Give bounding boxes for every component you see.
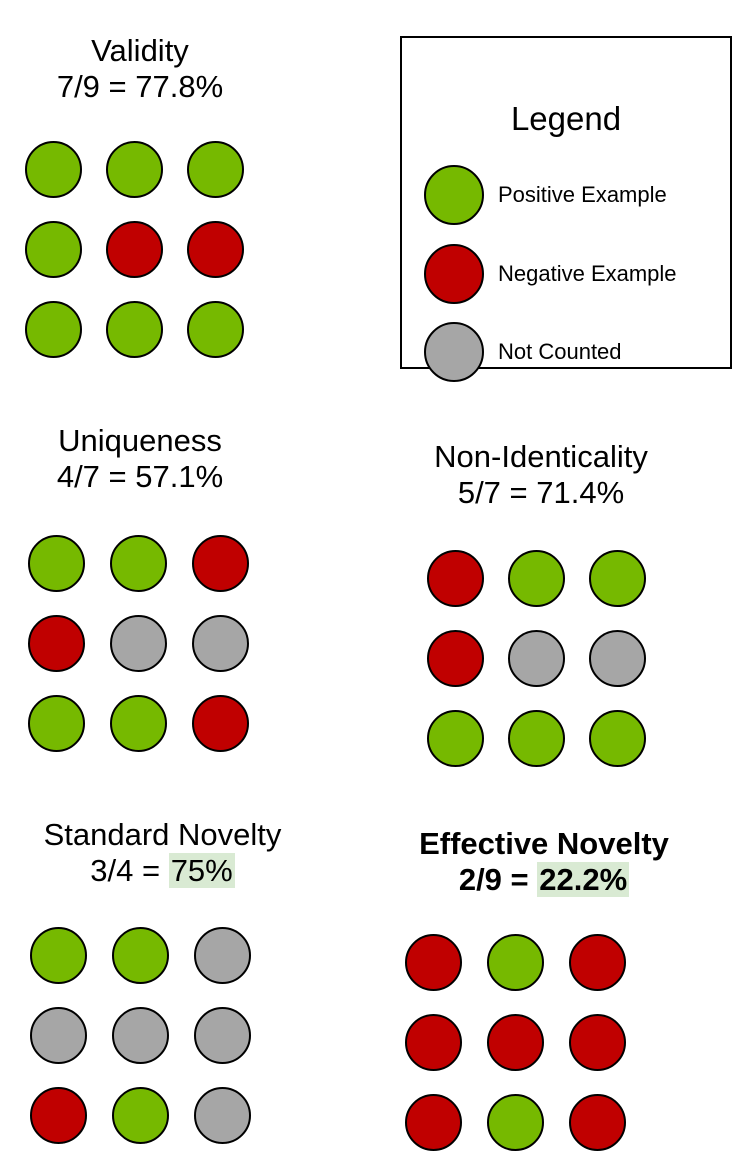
effective-novelty-circle-r1c3-negative [569, 934, 626, 991]
non-identicality-circle-r1c3-positive [589, 550, 646, 607]
non-identicality-circle-r2c3-neutral [589, 630, 646, 687]
not-counted-swatch [424, 322, 484, 382]
non-identicality-circle-r3c1-positive [427, 710, 484, 767]
uniqueness-circle-r3c1-positive [28, 695, 85, 752]
non-identicality-circle-r2c1-negative [427, 630, 484, 687]
effective-novelty-circle-r1c1-negative [405, 934, 462, 991]
non-identicality-circle-r3c2-positive [508, 710, 565, 767]
standard-novelty-title: Standard Novelty 3/4 = 75% [15, 817, 310, 889]
non-identicality-name: Non-Identicality [434, 439, 648, 474]
legend-item-not-counted: Not Counted [424, 322, 622, 382]
standard-novelty-circle-r2c1-neutral [30, 1007, 87, 1064]
negative-example-swatch [424, 244, 484, 304]
legend-label-positive: Positive Example [498, 182, 667, 207]
legend-item-positive: Positive Example [424, 165, 667, 225]
standard-novelty-circle-r1c3-neutral [194, 927, 251, 984]
validity-name: Validity [91, 33, 189, 68]
uniqueness-circle-r2c3-neutral [192, 615, 249, 672]
uniqueness-name: Uniqueness [58, 423, 222, 458]
validity-circle-r2c2-negative [106, 221, 163, 278]
non-identicality-title: Non-Identicality 5/7 = 71.4% [410, 439, 672, 511]
standard-novelty-formula: 3/4 = 75% [15, 853, 310, 889]
validity-circle-r3c1-positive [25, 301, 82, 358]
effective-novelty-circle-r1c2-positive [487, 934, 544, 991]
uniqueness-circle-r2c2-neutral [110, 615, 167, 672]
standard-novelty-circle-r2c3-neutral [194, 1007, 251, 1064]
validity-circle-r1c2-positive [106, 141, 163, 198]
uniqueness-circle-r3c2-positive [110, 695, 167, 752]
uniqueness-formula: 4/7 = 57.1% [56, 459, 224, 494]
effective-novelty-circle-r2c1-negative [405, 1014, 462, 1071]
non-identicality-circle-r1c1-negative [427, 550, 484, 607]
standard-novelty-circle-r3c2-positive [112, 1087, 169, 1144]
validity-circle-r2c3-negative [187, 221, 244, 278]
uniqueness-circle-r3c3-negative [192, 695, 249, 752]
effective-novelty-circle-r2c3-negative [569, 1014, 626, 1071]
legend-label-not-counted: Not Counted [498, 339, 622, 364]
effective-novelty-circle-r3c1-negative [405, 1094, 462, 1151]
uniqueness-circle-r2c1-negative [28, 615, 85, 672]
effective-novelty-circle-r2c2-negative [487, 1014, 544, 1071]
effective-novelty-formula: 2/9 = 22.2% [398, 862, 690, 898]
uniqueness-circle-r1c1-positive [28, 535, 85, 592]
effective-novelty-name: Effective Novelty [419, 826, 669, 861]
non-identicality-circle-r2c2-neutral [508, 630, 565, 687]
standard-novelty-value: 75% [168, 853, 235, 888]
standard-novelty-circle-r1c1-positive [30, 927, 87, 984]
uniqueness-circle-r1c2-positive [110, 535, 167, 592]
validity-circle-r1c1-positive [25, 141, 82, 198]
non-identicality-circle-r1c2-positive [508, 550, 565, 607]
effective-novelty-circle-r3c2-positive [487, 1094, 544, 1151]
standard-novelty-circle-r3c3-neutral [194, 1087, 251, 1144]
standard-novelty-circle-r1c2-positive [112, 927, 169, 984]
validity-formula: 7/9 = 77.8% [56, 69, 224, 104]
validity-title: Validity 7/9 = 77.8% [40, 33, 240, 105]
validity-circle-r3c3-positive [187, 301, 244, 358]
non-identicality-formula: 5/7 = 71.4% [457, 475, 625, 510]
positive-example-swatch [424, 165, 484, 225]
effective-novelty-title: Effective Novelty 2/9 = 22.2% [398, 826, 690, 898]
effective-novelty-value: 22.2% [537, 862, 630, 897]
standard-novelty-circle-r2c2-neutral [112, 1007, 169, 1064]
effective-novelty-circle-r3c3-negative [569, 1094, 626, 1151]
standard-novelty-name: Standard Novelty [43, 817, 282, 852]
legend-item-negative: Negative Example [424, 244, 677, 304]
uniqueness-circle-r1c3-negative [192, 535, 249, 592]
standard-novelty-fraction: 3/4 = [90, 853, 169, 888]
uniqueness-title: Uniqueness 4/7 = 57.1% [40, 423, 240, 495]
validity-circle-r2c1-positive [25, 221, 82, 278]
legend-box: Legend Positive Example Negative Example… [400, 36, 732, 382]
standard-novelty-circle-r3c1-negative [30, 1087, 87, 1144]
legend-title: Legend [510, 100, 622, 137]
validity-circle-r3c2-positive [106, 301, 163, 358]
non-identicality-circle-r3c3-positive [589, 710, 646, 767]
validity-circle-r1c3-positive [187, 141, 244, 198]
legend-label-negative: Negative Example [498, 261, 677, 286]
effective-novelty-fraction: 2/9 = [458, 862, 538, 897]
